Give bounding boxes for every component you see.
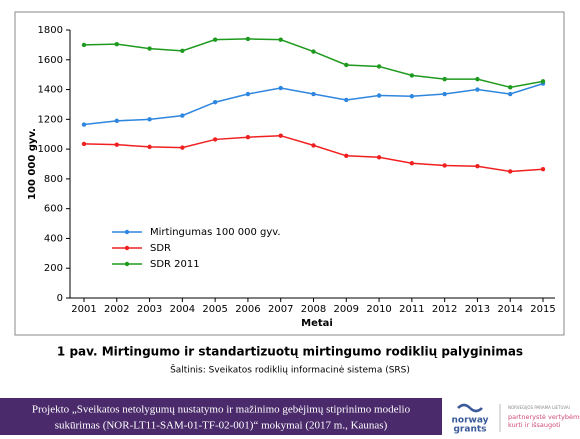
point xyxy=(212,137,218,142)
point xyxy=(212,100,218,105)
y-tick-label: 1200 xyxy=(38,114,63,125)
x-tick-label: 2004 xyxy=(170,304,195,315)
logo-text: grants xyxy=(453,425,486,435)
point xyxy=(180,145,185,150)
x-tick-label: 2008 xyxy=(301,304,326,315)
y-tick-label: 1400 xyxy=(38,85,63,96)
x-tick-label: 2001 xyxy=(71,304,96,315)
point xyxy=(344,62,349,68)
source: Šaltinis: Sveikatos rodiklių informacinė… xyxy=(170,364,410,376)
legend-label: Mirtingumas 100 000 gyv. xyxy=(150,227,281,238)
footer-text: sukūrimas (NOR-LT11-SAM-01-TF-02-001)“ m… xyxy=(55,420,388,432)
point xyxy=(311,49,316,54)
x-tick-label: 2012 xyxy=(432,304,457,315)
x-tick-label: 2003 xyxy=(137,304,162,315)
x-tick-label: 2013 xyxy=(465,304,490,315)
logo-wave xyxy=(457,403,483,413)
point xyxy=(180,48,185,54)
series-line xyxy=(83,38,544,89)
legend-label: SDR xyxy=(150,243,171,254)
point xyxy=(508,169,513,174)
point xyxy=(245,91,251,97)
x-tick-label: 2015 xyxy=(530,304,555,315)
point xyxy=(245,135,251,140)
point xyxy=(180,113,185,118)
footer-text: Projekto „Sveikatos netolygumų nustatymo… xyxy=(32,404,411,416)
y-tick-label: 0 xyxy=(57,293,63,304)
x-tick-label: 2005 xyxy=(202,304,227,315)
y-tick-label: 800 xyxy=(44,174,63,185)
series-line xyxy=(83,82,544,126)
x-tick-label: 2010 xyxy=(366,304,391,315)
point xyxy=(311,143,316,148)
logo-text: norway xyxy=(451,416,488,426)
point xyxy=(376,64,382,69)
x-tick-label: 2007 xyxy=(268,304,293,315)
point xyxy=(311,91,316,97)
point xyxy=(475,87,480,92)
point xyxy=(540,167,546,172)
y-tick-label: 1000 xyxy=(38,144,63,155)
point xyxy=(376,93,382,98)
footer-band xyxy=(0,398,442,435)
point xyxy=(409,94,415,99)
point xyxy=(245,36,251,42)
point xyxy=(442,91,447,97)
legend-label: SDR 2011 xyxy=(150,259,200,270)
point xyxy=(475,164,480,169)
y-tick-label: 600 xyxy=(44,204,63,215)
point xyxy=(114,41,119,47)
partner-text: NORVEGIJOS PARAMA LIETUVAI xyxy=(508,405,570,410)
point xyxy=(81,141,87,147)
point xyxy=(147,46,152,51)
point xyxy=(442,163,447,168)
caption: 1 pav. Mirtingumo ir standartizuotų mirt… xyxy=(57,345,523,359)
point xyxy=(344,153,349,159)
x-tick-label: 2006 xyxy=(235,304,260,315)
point xyxy=(344,97,349,103)
point xyxy=(114,142,119,147)
chart-frame xyxy=(14,11,565,336)
point xyxy=(147,144,152,150)
partner-text: partnerystė vertybėms xyxy=(508,413,580,421)
partner-text: kurti ir išsaugoti xyxy=(508,421,561,429)
legend-marker xyxy=(124,229,130,235)
x-tick-label: 2011 xyxy=(399,304,424,315)
y-tick-label: 1800 xyxy=(38,25,63,36)
point xyxy=(114,118,119,124)
point xyxy=(278,133,283,138)
y-axis-label: 100 000 gyv. xyxy=(27,128,38,200)
x-tick-label: 2014 xyxy=(497,304,522,315)
point xyxy=(409,73,415,78)
x-axis-label: Metai xyxy=(301,318,333,329)
point xyxy=(147,117,152,122)
point xyxy=(278,37,283,42)
point xyxy=(508,91,513,97)
y-tick-label: 400 xyxy=(44,233,63,244)
legend-marker xyxy=(124,245,130,251)
point xyxy=(540,79,546,84)
point xyxy=(81,122,87,127)
x-tick-label: 2009 xyxy=(334,304,359,315)
point xyxy=(376,155,382,160)
point xyxy=(212,37,218,42)
legend-marker xyxy=(124,261,130,267)
y-tick-label: 1600 xyxy=(38,55,63,66)
point xyxy=(81,42,87,48)
point xyxy=(475,76,480,82)
point xyxy=(409,161,415,166)
y-tick-label: 200 xyxy=(44,263,63,274)
point xyxy=(442,76,447,82)
point xyxy=(508,85,513,90)
series-line xyxy=(83,134,544,173)
point xyxy=(278,85,283,91)
x-tick-label: 2002 xyxy=(104,304,129,315)
